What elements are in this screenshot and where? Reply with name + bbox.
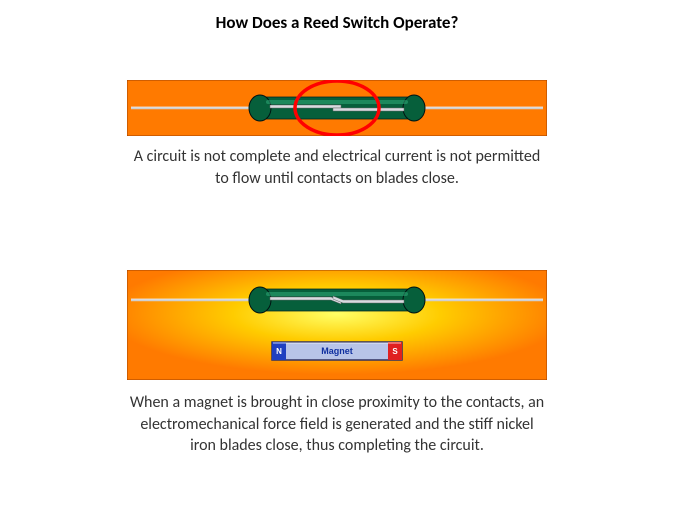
caption-closed-circuit: When a magnet is brought in close proxim…: [127, 392, 547, 457]
magnet: N S Magnet: [272, 342, 402, 360]
caption-open-circuit: A circuit is not complete and electrical…: [127, 146, 547, 189]
magnet-north-label: N: [276, 347, 282, 356]
diagram-open-circuit: [127, 80, 547, 141]
page-title: How Does a Reed Switch Operate?: [0, 0, 674, 33]
diagram-closed-circuit: N S Magnet: [127, 270, 547, 385]
magnet-south-label: S: [392, 347, 398, 356]
magnet-body-label: Magnet: [321, 346, 353, 356]
reed-switch-open-svg: [127, 80, 547, 136]
reed-switch-closed-svg: N S Magnet: [127, 270, 547, 380]
